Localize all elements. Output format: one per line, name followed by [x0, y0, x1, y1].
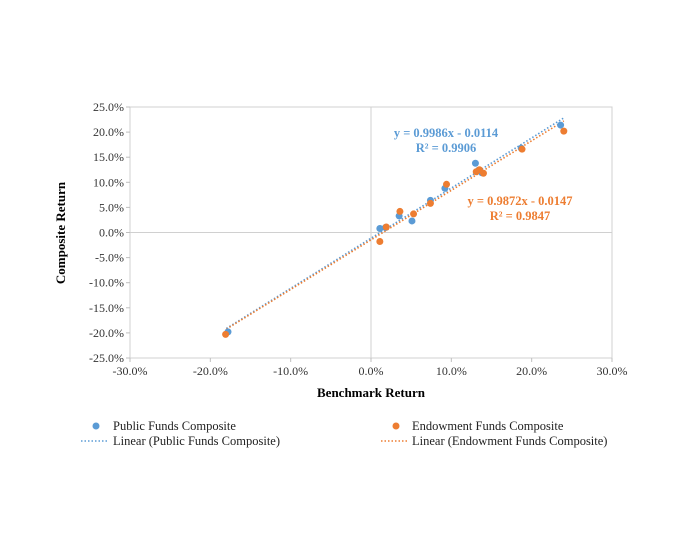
endowment-funds-point [222, 330, 230, 338]
endowment-funds-point [443, 180, 451, 188]
x-tick-label: 20.0% [516, 364, 547, 378]
endowment-funds-point [426, 199, 434, 207]
points-layer [222, 121, 568, 338]
endowment-funds-point [396, 207, 404, 215]
x-axis-title: Benchmark Return [317, 385, 426, 400]
y-tick-label: 0.0% [99, 226, 124, 240]
public-funds-point [557, 121, 565, 129]
legend-endowment-label: Endowment Funds Composite [412, 419, 564, 433]
y-tick-label: -10.0% [89, 276, 124, 290]
y-tick-label: 10.0% [93, 175, 124, 189]
endowment-trendline [225, 120, 565, 330]
endowment-trendline-r2: R² = 0.9847 [490, 209, 551, 223]
x-tick-label: 30.0% [597, 364, 628, 378]
y-tick-label: 20.0% [93, 125, 124, 139]
trendline-layer [225, 117, 565, 330]
public-funds-point [408, 217, 416, 225]
legend-public-trend-label: Linear (Public Funds Composite) [113, 434, 280, 448]
x-tick-label: 10.0% [436, 364, 467, 378]
endowment-funds-point [560, 127, 568, 135]
x-tick-label: -30.0% [113, 364, 148, 378]
endowment-funds-point [479, 169, 487, 177]
x-tick-label: -20.0% [193, 364, 228, 378]
y-tick-label: -25.0% [89, 351, 124, 365]
x-tick-label: 0.0% [359, 364, 384, 378]
y-tick-label: -20.0% [89, 326, 124, 340]
y-tick-label: -5.0% [95, 251, 124, 265]
endowment-funds-point [376, 238, 384, 246]
legend-public-label: Public Funds Composite [113, 419, 236, 433]
public-trendline-r2: R² = 0.9906 [416, 141, 477, 155]
public-funds-point [376, 224, 384, 232]
axes-layer: -30.0% -20.0% -10.0% 0.0% 10.0% 20.0% 30.0% 25.… [89, 100, 628, 378]
public-funds-point [471, 159, 479, 167]
y-tick-label: 5.0% [99, 200, 124, 214]
labels-layer: Benchmark Return Composite Return y = 0.… [53, 126, 573, 400]
x-tick-label: -10.0% [273, 364, 308, 378]
endowment-funds-point [382, 223, 390, 231]
endowment-funds-point [518, 145, 526, 153]
legend-public-marker [92, 422, 100, 430]
legend: Public Funds Composite Linear (Public Fu… [81, 419, 607, 448]
y-tick-label: -15.0% [89, 301, 124, 315]
y-tick-label: 15.0% [93, 150, 124, 164]
legend-endowment-marker [392, 422, 400, 430]
endowment-funds-point [410, 210, 418, 218]
endowment-trendline-equation: y = 0.9872x - 0.0147 [467, 194, 572, 208]
y-axis-title: Composite Return [53, 181, 68, 284]
public-trendline-equation: y = 0.9986x - 0.0114 [394, 126, 499, 140]
legend-endowment-trend-label: Linear (Endowment Funds Composite) [412, 434, 607, 448]
y-tick-label: 25.0% [93, 100, 124, 114]
